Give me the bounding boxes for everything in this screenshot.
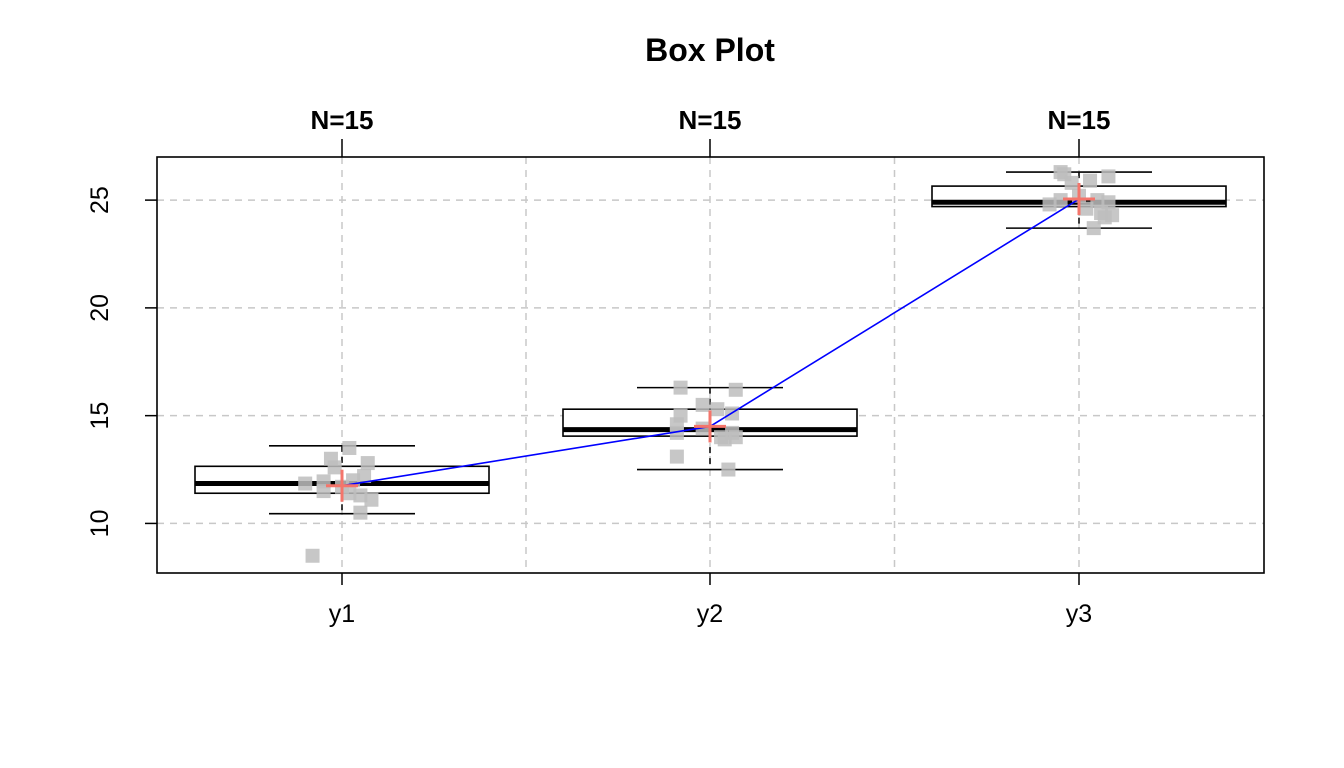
data-point bbox=[1086, 221, 1101, 236]
n-label: N=15 bbox=[311, 105, 374, 135]
x-tick-label: y1 bbox=[329, 600, 355, 628]
x-tick-label: y3 bbox=[1066, 600, 1092, 628]
chart-title: Box Plot bbox=[645, 32, 775, 68]
data-point bbox=[316, 484, 331, 499]
data-point bbox=[669, 449, 684, 464]
data-point bbox=[357, 469, 372, 484]
y-tick-label: 25 bbox=[86, 186, 114, 214]
data-point bbox=[353, 488, 368, 503]
data-point bbox=[673, 380, 688, 395]
mean-marker-y2 bbox=[694, 410, 726, 443]
data-point bbox=[1083, 173, 1098, 188]
data-point bbox=[1042, 197, 1057, 212]
data-point bbox=[1090, 193, 1105, 208]
data-point bbox=[695, 397, 710, 412]
y-tick-label: 20 bbox=[86, 294, 114, 322]
data-point bbox=[673, 408, 688, 423]
mean-marker-y3 bbox=[1063, 183, 1095, 216]
data-point bbox=[298, 476, 313, 491]
data-point bbox=[1079, 201, 1094, 216]
data-point bbox=[728, 382, 743, 397]
data-point bbox=[327, 460, 342, 475]
n-label: N=15 bbox=[679, 105, 742, 135]
data-point bbox=[710, 402, 725, 417]
y-tick-label: 15 bbox=[86, 402, 114, 430]
data-point bbox=[1064, 175, 1079, 190]
y-tick-label: 10 bbox=[86, 510, 114, 538]
data-point bbox=[1053, 193, 1068, 208]
data-point bbox=[1101, 169, 1116, 184]
data-point bbox=[353, 505, 368, 520]
data-point bbox=[1101, 195, 1116, 210]
data-point bbox=[1105, 208, 1120, 223]
data-point bbox=[364, 492, 379, 507]
mean-marker-y1 bbox=[326, 469, 358, 502]
data-point bbox=[721, 462, 736, 477]
data-points bbox=[298, 165, 1120, 563]
means bbox=[326, 183, 1095, 502]
axes: 10 15 20 25 y1 N=15 y2 N=15 y3 N=15 bbox=[86, 105, 1110, 628]
data-point bbox=[305, 548, 320, 563]
n-label: N=15 bbox=[1048, 105, 1111, 135]
data-point bbox=[342, 486, 357, 501]
data-point bbox=[342, 440, 357, 455]
grid bbox=[157, 157, 1264, 573]
data-point bbox=[728, 430, 743, 445]
data-point bbox=[360, 456, 375, 471]
x-tick-label: y2 bbox=[697, 600, 723, 628]
